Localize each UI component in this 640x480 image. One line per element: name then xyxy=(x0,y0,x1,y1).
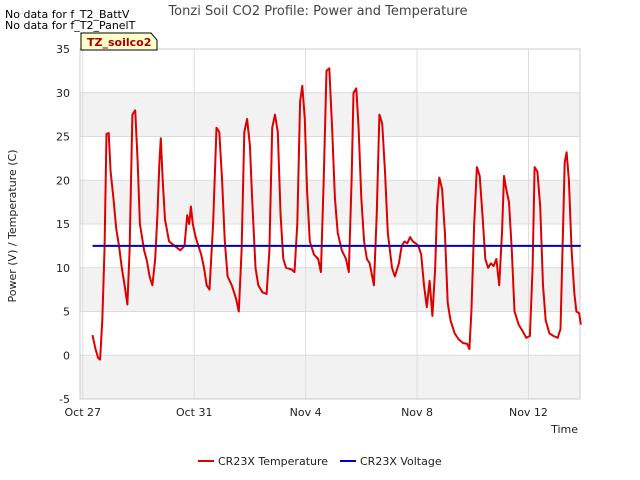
no-data-note-battv: No data for f_T2_BattV xyxy=(5,8,130,21)
x-tick-label: Oct 27 xyxy=(65,406,102,419)
y-tick-label: -5 xyxy=(59,393,70,406)
site-badge-label: TZ_soilco2 xyxy=(87,36,151,49)
background-band xyxy=(80,355,580,399)
no-data-note-panelt: No data for f_T2_PanelT xyxy=(5,19,136,32)
site-badge-shape xyxy=(80,32,158,51)
y-tick-label: 0 xyxy=(63,349,70,362)
y-tick-label: 30 xyxy=(56,87,70,100)
legend-label-temperature: CR23X Temperature xyxy=(218,455,328,468)
y-tick-label: 20 xyxy=(56,174,70,187)
x-tick-label: Nov 4 xyxy=(290,406,322,419)
y-tick-label: 5 xyxy=(63,306,70,319)
y-tick-label: 35 xyxy=(56,43,70,56)
legend-label-voltage: CR23X Voltage xyxy=(360,455,442,468)
legend: CR23X Temperature CR23X Voltage xyxy=(198,455,442,468)
chart-title: Tonzi Soil CO2 Profile: Power and Temper… xyxy=(167,4,467,19)
y-axis-title: Power (V) / Temperature (C) xyxy=(6,149,19,302)
x-tick-label: Nov 8 xyxy=(401,406,433,419)
x-axis-title: Time xyxy=(550,423,578,436)
x-axis-ticks: Oct 27 Oct 31 Nov 4 Nov 8 Nov 12 xyxy=(65,406,548,419)
x-tick-label: Oct 31 xyxy=(176,406,213,419)
y-tick-label: 10 xyxy=(56,262,70,275)
x-tick-label: Nov 12 xyxy=(509,406,548,419)
series-line-temperature xyxy=(91,67,582,361)
series-layer xyxy=(91,67,582,361)
y-axis-ticks: -5 0 5 10 15 20 25 30 35 xyxy=(56,43,70,406)
plot-frame xyxy=(79,48,581,400)
y-tick-label: 25 xyxy=(56,131,70,144)
y-tick-label: 15 xyxy=(56,218,70,231)
site-badge: TZ_soilco2 xyxy=(80,32,158,51)
background-band xyxy=(80,267,580,312)
